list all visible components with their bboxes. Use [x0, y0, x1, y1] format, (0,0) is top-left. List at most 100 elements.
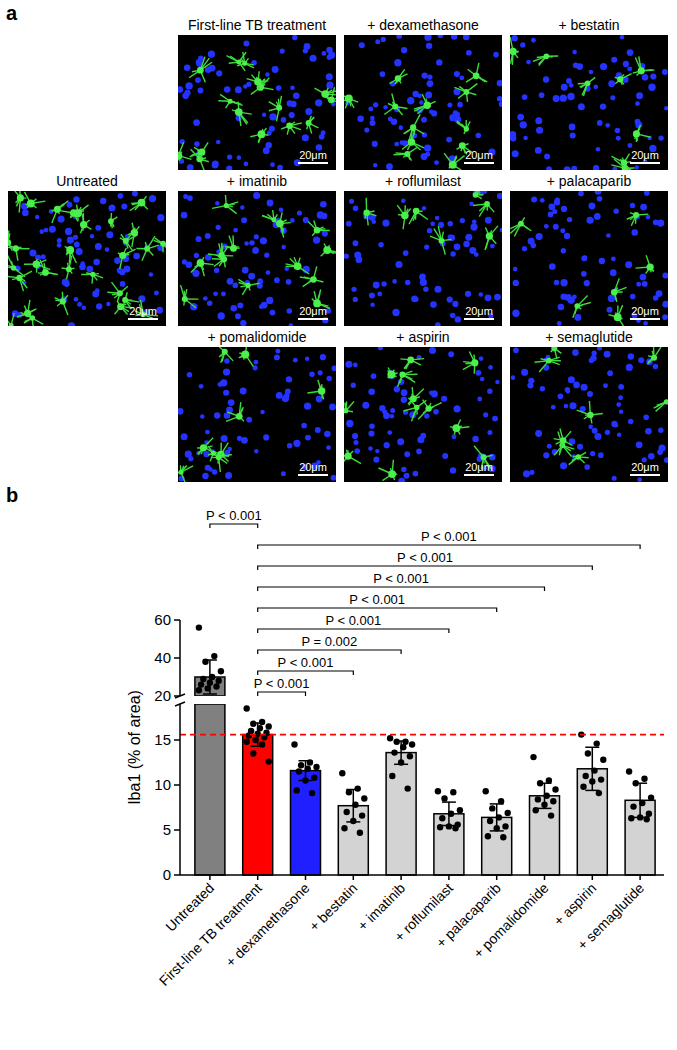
bar [386, 753, 416, 875]
image-title: + imatinib [227, 173, 288, 189]
nucleus [567, 217, 572, 222]
nucleus [616, 136, 621, 141]
microglia [276, 212, 291, 237]
nucleus [260, 410, 265, 415]
nucleus [368, 446, 373, 451]
soma [16, 275, 22, 281]
nucleus [531, 243, 537, 249]
scale-bar-label: 20μm [465, 149, 493, 161]
microglia [227, 52, 247, 71]
nucleus [226, 166, 232, 170]
microglia [321, 87, 336, 103]
nucleus [180, 139, 185, 144]
soma [60, 298, 66, 304]
nucleus [90, 234, 94, 238]
microglia [344, 92, 358, 108]
nucleus [263, 147, 270, 154]
soma [560, 437, 566, 443]
nucleus [221, 292, 226, 297]
nucleus [369, 423, 375, 429]
nucleus [242, 267, 249, 274]
nucleus [526, 60, 531, 65]
soma [66, 246, 74, 254]
soma [399, 372, 405, 378]
soma [119, 252, 126, 259]
significance-bracket [258, 650, 401, 654]
nucleus [346, 221, 352, 227]
nucleus [364, 128, 369, 133]
nucleus [511, 35, 518, 41]
soma [246, 283, 251, 288]
nucleus [546, 166, 552, 170]
soma [617, 76, 623, 82]
soma [222, 349, 228, 355]
nucleus [570, 132, 576, 138]
nucleus [657, 219, 664, 226]
nucleus [318, 370, 323, 375]
nucleus [560, 279, 567, 286]
nucleus [430, 222, 435, 227]
nucleus [73, 196, 79, 202]
nucleus [521, 369, 528, 376]
nucleus [422, 206, 426, 210]
data-point [502, 823, 508, 829]
error-cap [633, 782, 647, 784]
nucleus [68, 322, 75, 326]
data-point [435, 788, 441, 794]
nucleus [433, 409, 439, 415]
scale-bar-label: 20μm [465, 461, 493, 473]
microglia [281, 122, 302, 135]
microglia [208, 243, 233, 259]
nucleus [611, 257, 616, 262]
panel-letter: a [6, 2, 18, 24]
nucleus [375, 39, 380, 44]
nucleus [589, 203, 596, 210]
nucleus [517, 114, 524, 121]
nucleus [106, 231, 113, 238]
scale-bar [630, 474, 660, 476]
nucleus [485, 217, 492, 224]
soma [464, 89, 470, 95]
nucleus [332, 365, 336, 371]
soma [90, 272, 95, 277]
nucleus [394, 59, 401, 66]
nucleus [237, 155, 242, 160]
soma [395, 75, 401, 81]
microglia [212, 195, 238, 214]
microglia [38, 260, 58, 276]
soma [510, 48, 517, 55]
nucleus [246, 417, 252, 423]
nucleus [205, 430, 210, 435]
nucleus [270, 162, 275, 167]
bar [195, 704, 225, 875]
error-cap [585, 746, 599, 748]
nucleus [627, 66, 632, 71]
image-background [178, 347, 336, 482]
nucleus [625, 261, 632, 268]
x-axis [180, 874, 664, 876]
nucleus [664, 457, 668, 463]
nucleus [216, 70, 222, 76]
scale-bar [298, 474, 328, 476]
nucleus [597, 347, 602, 351]
nucleus [181, 212, 188, 219]
microglia [80, 213, 91, 234]
nucleus [551, 347, 557, 352]
microglia [609, 305, 626, 326]
image-background [344, 191, 502, 326]
nucleus [381, 37, 386, 42]
nucleus [431, 110, 437, 116]
nucleus [512, 150, 519, 157]
p-value-label: P < 0.001 [349, 592, 405, 607]
nucleus [465, 291, 471, 297]
microglia [404, 114, 424, 139]
nucleus [326, 376, 332, 382]
soma [404, 151, 410, 157]
nucleus [344, 253, 349, 258]
nucleus [592, 428, 598, 434]
nucleus [463, 35, 470, 40]
p-value-label: P < 0.001 [206, 508, 262, 523]
nucleus [450, 251, 455, 256]
data-point [296, 768, 302, 774]
microglia [181, 285, 199, 308]
